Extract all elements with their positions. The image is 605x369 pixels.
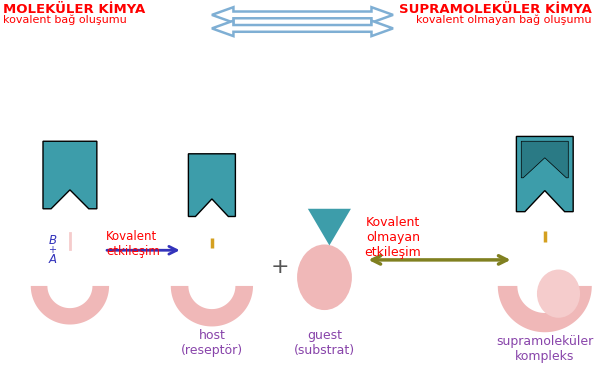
Polygon shape [517, 137, 573, 212]
Text: A: A [48, 254, 56, 266]
Polygon shape [498, 286, 592, 332]
Text: Kovalent
etkileşim: Kovalent etkileşim [106, 230, 160, 258]
Polygon shape [188, 154, 235, 217]
Text: Kovalent
olmayan
etkileşim: Kovalent olmayan etkileşim [365, 215, 422, 259]
Text: kovalent olmayan bağ oluşumu: kovalent olmayan bağ oluşumu [416, 15, 592, 25]
Polygon shape [171, 286, 253, 327]
Ellipse shape [297, 245, 352, 310]
Text: host
(reseptör): host (reseptör) [181, 330, 243, 357]
Text: kovalent bağ oluşumu: kovalent bağ oluşumu [4, 15, 127, 25]
Polygon shape [212, 7, 393, 23]
Text: MOLEKÜLER KİMYA: MOLEKÜLER KİMYA [4, 3, 146, 16]
Text: +: + [271, 257, 290, 277]
Polygon shape [43, 141, 97, 209]
Text: B: B [48, 234, 56, 247]
Text: SUPRAMOLEKÜLER KİMYA: SUPRAMOLEKÜLER KİMYA [399, 3, 592, 16]
Polygon shape [212, 21, 393, 36]
Text: supramoleküler
kompleks: supramoleküler kompleks [496, 335, 594, 363]
Polygon shape [31, 286, 109, 324]
Polygon shape [522, 141, 568, 178]
Polygon shape [308, 209, 351, 245]
Text: guest
(substrat): guest (substrat) [294, 330, 355, 357]
Text: +: + [48, 245, 56, 255]
Ellipse shape [537, 269, 580, 318]
